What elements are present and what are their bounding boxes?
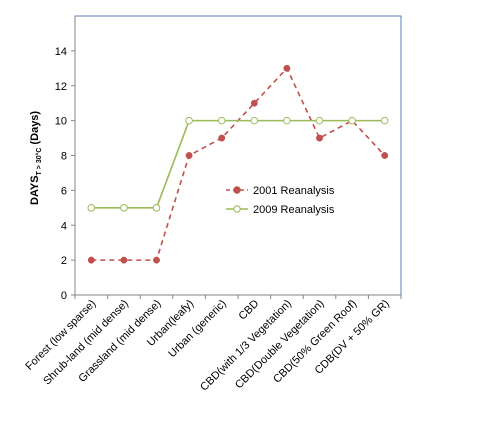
series-1-point bbox=[381, 152, 389, 159]
y-axis-label-suffix: (Days) bbox=[29, 111, 41, 145]
y-tick-label: 14 bbox=[55, 46, 67, 58]
x-tick-label: Urban (generic) bbox=[166, 298, 229, 361]
series-2-point bbox=[87, 204, 96, 212]
x-axis-ticks: Forest (low sparse)Shrub-land (mid dense… bbox=[23, 295, 402, 393]
y-tick-label: 8 bbox=[61, 151, 67, 163]
series-2-point bbox=[217, 116, 226, 125]
x-tick-label: CBD bbox=[237, 298, 262, 323]
svg-text:DAYST > 30°C(Days): DAYST > 30°C (Days) bbox=[29, 111, 43, 205]
series-layer bbox=[87, 64, 389, 264]
y-tick-label: 12 bbox=[55, 81, 67, 93]
legend-label: 2009 Reanalysis bbox=[253, 204, 335, 216]
series-2-point bbox=[152, 204, 161, 212]
series-1-point bbox=[218, 134, 226, 142]
series-2-point bbox=[185, 116, 193, 125]
series-2-point bbox=[283, 116, 291, 125]
series-2-point bbox=[315, 116, 324, 125]
legend-label: 2001 Reanalysis bbox=[253, 185, 335, 197]
series-2-point bbox=[380, 116, 389, 125]
series-2-point bbox=[250, 116, 259, 125]
y-tick-label: 2 bbox=[61, 255, 67, 267]
y-axis-label-main: DAYS bbox=[29, 175, 41, 205]
y-tick-label: 4 bbox=[61, 220, 67, 232]
legend: 2001 Reanalysis 2009 Reanalysis bbox=[226, 185, 335, 216]
series-line-2 bbox=[91, 119, 385, 209]
series-1-point bbox=[250, 99, 258, 107]
series-1-point bbox=[283, 64, 291, 72]
y-tick-label: 0 bbox=[61, 290, 67, 302]
series-1-point bbox=[185, 152, 193, 159]
legend-swatch-marker bbox=[233, 205, 241, 213]
series-1-point bbox=[120, 256, 128, 264]
y-axis-ticks: 0 2 4 6 8 10 12 14 bbox=[55, 46, 75, 302]
series-2-point bbox=[348, 116, 356, 125]
series-1-point bbox=[153, 256, 160, 264]
series-1-point bbox=[87, 256, 95, 264]
plot-area-frame bbox=[74, 15, 402, 296]
series-1-point bbox=[316, 134, 323, 142]
y-axis-label: DAYST > 30°C (Days) bbox=[29, 111, 43, 205]
legend-swatch-marker bbox=[233, 186, 241, 194]
y-tick-label: 10 bbox=[55, 116, 67, 128]
y-axis-label-subscript: T > 30°C bbox=[35, 148, 43, 176]
y-tick-label: 6 bbox=[61, 185, 67, 197]
series-2-point bbox=[120, 204, 128, 212]
